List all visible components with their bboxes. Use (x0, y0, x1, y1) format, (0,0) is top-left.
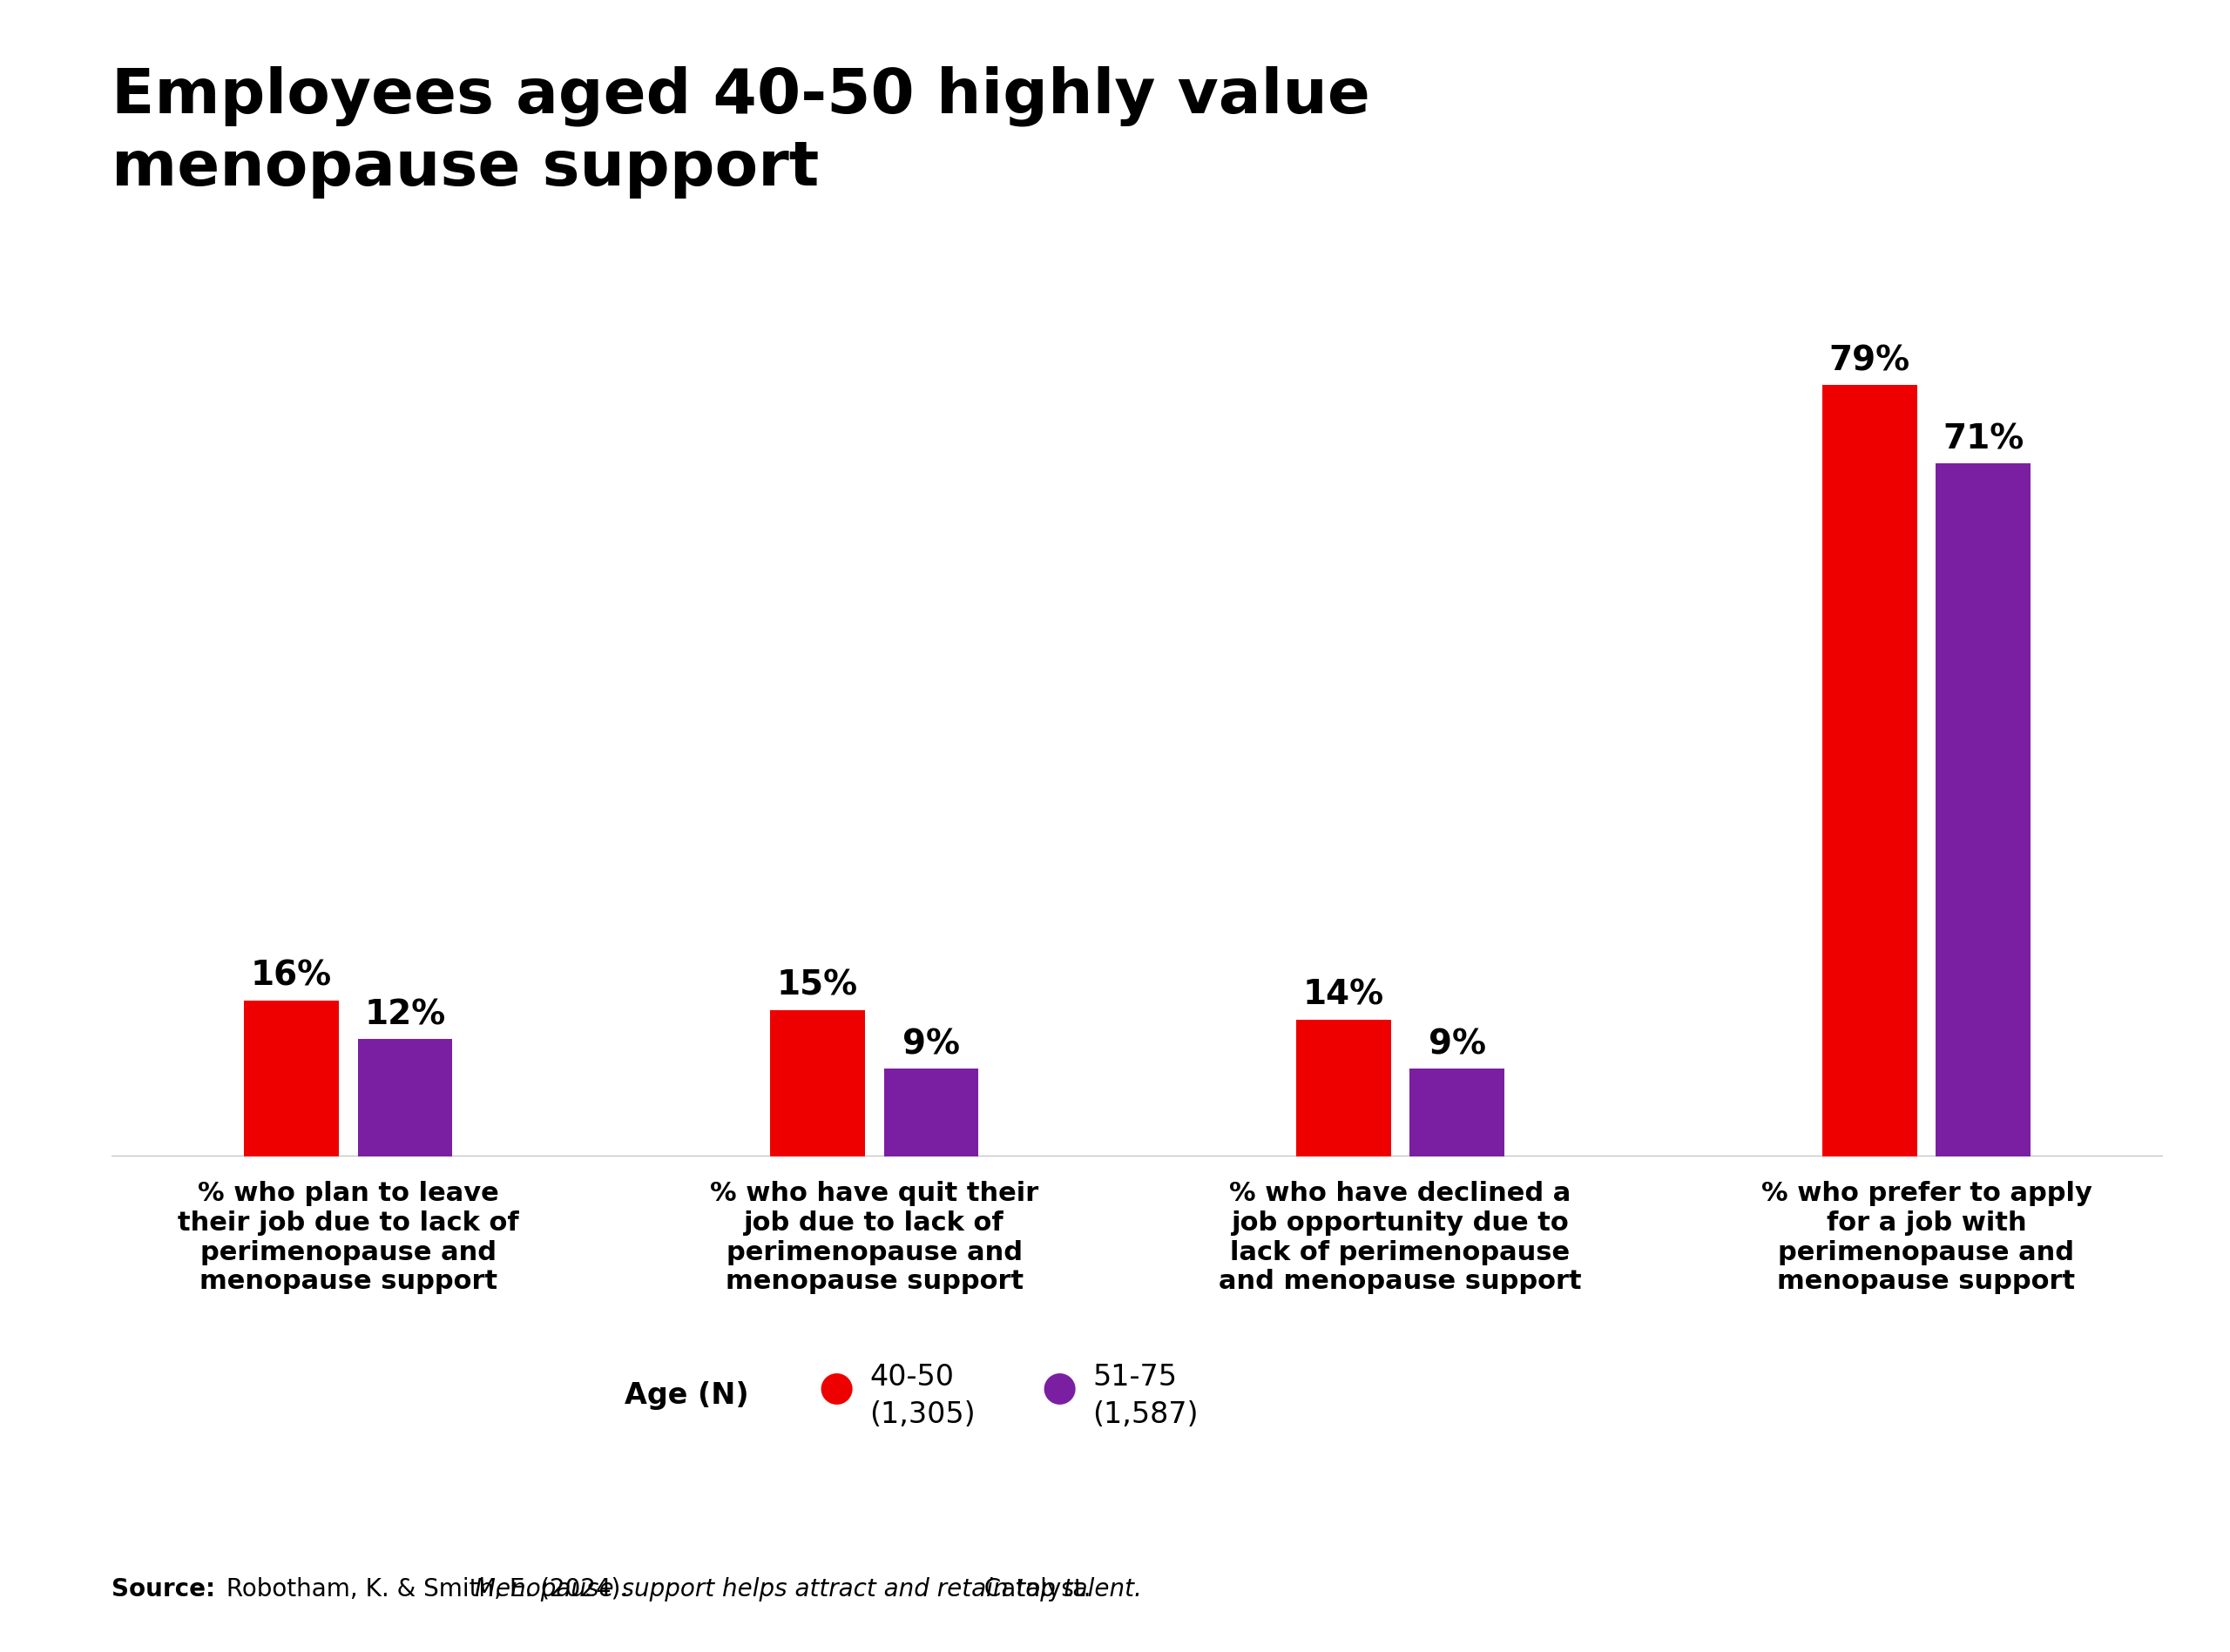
Bar (1409, 1069, 1505, 1156)
Text: 15%: 15% (776, 970, 859, 1003)
Text: Robotham, K. & Smith, E. (2024).: Robotham, K. & Smith, E. (2024). (219, 1578, 636, 1601)
Text: 12%: 12% (363, 998, 446, 1031)
Text: ●: ● (818, 1368, 854, 1408)
Text: Employees aged 40-50 highly value
menopause support: Employees aged 40-50 highly value menopa… (112, 66, 1369, 198)
Text: 9%: 9% (1429, 1028, 1485, 1061)
Text: Source:: Source: (112, 1578, 216, 1601)
Bar (769, 1009, 865, 1156)
Bar (883, 1069, 979, 1156)
Text: 71%: 71% (1942, 423, 2025, 456)
Text: % who have declined a
job opportunity due to
lack of perimenopause
and menopause: % who have declined a job opportunity du… (1220, 1181, 1581, 1294)
Text: 14%: 14% (1302, 980, 1385, 1013)
Text: % who have quit their
job due to lack of
perimenopause and
menopause support: % who have quit their job due to lack of… (709, 1181, 1039, 1294)
Bar (243, 999, 339, 1156)
Text: 51-75
(1,587): 51-75 (1,587) (1093, 1363, 1198, 1429)
Text: % who plan to leave
their job due to lack of
perimenopause and
menopause support: % who plan to leave their job due to lac… (178, 1181, 520, 1294)
Text: Catalyst.: Catalyst. (977, 1578, 1090, 1601)
Bar (1296, 1019, 1392, 1156)
Text: % who prefer to apply
for a job with
perimenopause and
menopause support: % who prefer to apply for a job with per… (1762, 1181, 2092, 1294)
Text: 40-50
(1,305): 40-50 (1,305) (870, 1363, 977, 1429)
Text: ●: ● (1041, 1368, 1077, 1408)
Text: 9%: 9% (903, 1028, 959, 1061)
Text: 79%: 79% (1829, 344, 1911, 377)
Text: Age (N): Age (N) (624, 1381, 749, 1411)
Text: 16%: 16% (250, 960, 332, 993)
Text: Menopause support helps attract and retain top talent.: Menopause support helps attract and reta… (475, 1578, 1142, 1601)
Bar (1822, 385, 1918, 1156)
Bar (357, 1039, 453, 1156)
Bar (1936, 463, 2032, 1156)
